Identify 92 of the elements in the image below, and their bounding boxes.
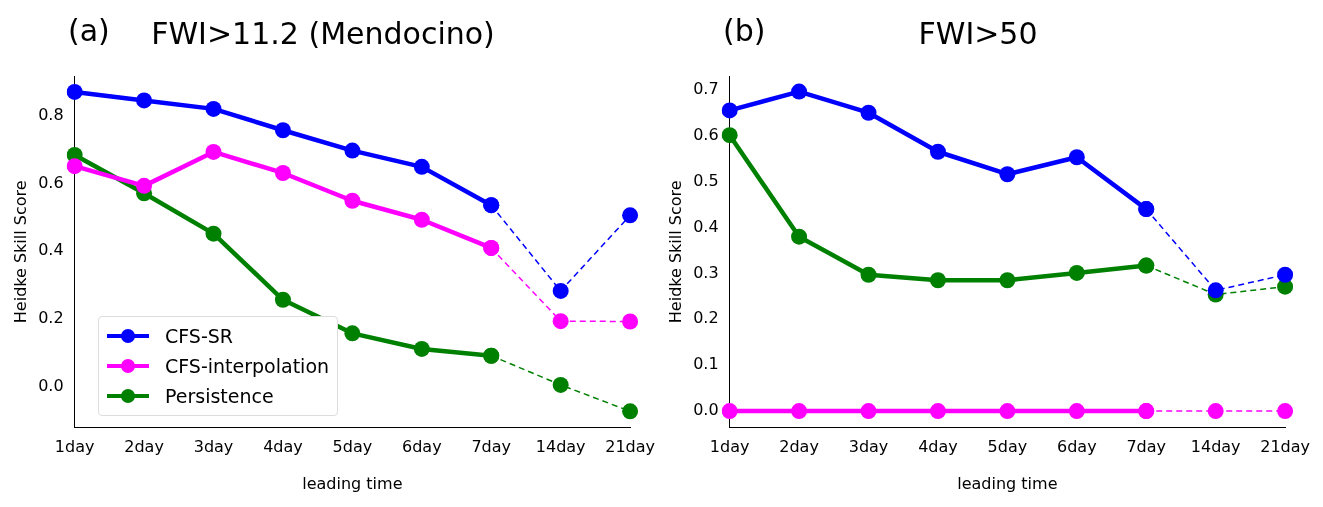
x-tick-label: 3day bbox=[848, 437, 889, 457]
y-tick-label: 0.6 bbox=[38, 172, 64, 192]
point bbox=[1068, 264, 1085, 281]
point bbox=[483, 197, 500, 214]
point bbox=[1277, 266, 1294, 283]
point bbox=[1068, 403, 1085, 420]
y-tick-label: 0.5 bbox=[693, 170, 719, 190]
point bbox=[1138, 257, 1155, 274]
y-tick-label: 0.0 bbox=[38, 376, 64, 396]
x-tick-label: 14day bbox=[1190, 437, 1241, 457]
point bbox=[999, 403, 1016, 420]
x-axis-title: leading time bbox=[957, 473, 1058, 493]
x-axis-title: leading time bbox=[302, 473, 403, 493]
point bbox=[205, 225, 222, 242]
point bbox=[413, 211, 430, 228]
point bbox=[622, 313, 639, 330]
legend-label: CFS-interpolation bbox=[165, 355, 330, 377]
y-tick-label: 0.8 bbox=[38, 104, 64, 124]
point bbox=[274, 164, 291, 181]
point bbox=[552, 376, 569, 393]
point bbox=[274, 122, 291, 139]
point bbox=[999, 272, 1016, 289]
legend-label: Persistence bbox=[165, 385, 274, 407]
point bbox=[721, 127, 738, 144]
point bbox=[552, 282, 569, 299]
point bbox=[622, 207, 639, 224]
point bbox=[344, 325, 361, 342]
point bbox=[721, 102, 738, 119]
point bbox=[1138, 201, 1155, 218]
point bbox=[413, 340, 430, 357]
point bbox=[1068, 149, 1085, 166]
point bbox=[413, 158, 430, 175]
point bbox=[344, 192, 361, 209]
point bbox=[929, 272, 946, 289]
legend-label: CFS-SR bbox=[165, 325, 234, 347]
y-tick-label: 0.6 bbox=[693, 124, 719, 144]
x-tick-label: 7day bbox=[1126, 437, 1167, 457]
y-axis-title: Heidke Skill Score bbox=[10, 180, 30, 324]
point bbox=[1207, 282, 1224, 299]
x-tick-label: 6day bbox=[402, 437, 442, 457]
point bbox=[999, 166, 1016, 183]
y-tick-label: 0.2 bbox=[693, 308, 719, 328]
x-tick-label: 2day bbox=[779, 437, 819, 457]
point bbox=[1138, 403, 1155, 420]
point bbox=[791, 228, 808, 245]
x-tick-label: 7day bbox=[471, 437, 512, 457]
y-tick-label: 0.3 bbox=[693, 262, 719, 282]
chart-title: FWI>50 bbox=[918, 15, 1038, 51]
y-tick-label: 0.7 bbox=[693, 78, 719, 98]
point bbox=[136, 177, 153, 194]
point bbox=[860, 104, 877, 121]
point bbox=[1277, 403, 1294, 420]
x-tick-label: 4day bbox=[918, 437, 958, 457]
point bbox=[483, 239, 500, 256]
x-tick-label: 6day bbox=[1057, 437, 1097, 457]
x-tick-label: 2day bbox=[124, 437, 164, 457]
point bbox=[860, 403, 877, 420]
x-tick-label: 21day bbox=[1260, 437, 1310, 457]
point bbox=[929, 143, 946, 160]
point bbox=[1207, 403, 1224, 420]
point bbox=[791, 403, 808, 420]
point bbox=[622, 403, 639, 420]
point bbox=[274, 291, 291, 308]
y-axis-title: Heidke Skill Score bbox=[665, 180, 685, 324]
point bbox=[552, 313, 569, 330]
point bbox=[860, 266, 877, 283]
point bbox=[929, 403, 946, 420]
point bbox=[66, 158, 83, 175]
y-tick-label: 0.4 bbox=[38, 240, 64, 260]
y-tick-label: 0.1 bbox=[693, 354, 719, 374]
text: (a) bbox=[68, 12, 110, 48]
x-tick-label: 3day bbox=[193, 437, 234, 457]
point bbox=[483, 347, 500, 364]
x-tick-label: 4day bbox=[263, 437, 303, 457]
x-tick-label: 14day bbox=[535, 437, 586, 457]
point bbox=[205, 100, 222, 117]
x-tick-label: 1day bbox=[709, 437, 750, 457]
y-tick-label: 0.4 bbox=[693, 216, 719, 236]
x-tick-label: 21day bbox=[605, 437, 655, 457]
point bbox=[136, 92, 153, 109]
chart-title: FWI>11.2 (Mendocino) bbox=[151, 15, 495, 51]
x-tick-label: 5day bbox=[987, 437, 1028, 457]
x-tick-label: 1day bbox=[54, 437, 95, 457]
point bbox=[344, 142, 361, 159]
text: (b) bbox=[723, 12, 766, 48]
x-tick-label: 5day bbox=[332, 437, 373, 457]
y-tick-label: 0.0 bbox=[693, 400, 719, 420]
point bbox=[205, 143, 222, 160]
point bbox=[791, 83, 808, 100]
y-tick-label: 0.2 bbox=[38, 308, 64, 328]
point bbox=[721, 403, 738, 420]
point bbox=[66, 83, 83, 100]
